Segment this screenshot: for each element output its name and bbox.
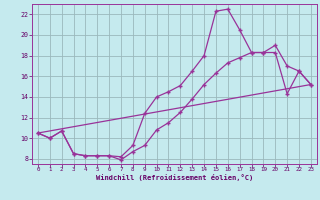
X-axis label: Windchill (Refroidissement éolien,°C): Windchill (Refroidissement éolien,°C)	[96, 174, 253, 181]
